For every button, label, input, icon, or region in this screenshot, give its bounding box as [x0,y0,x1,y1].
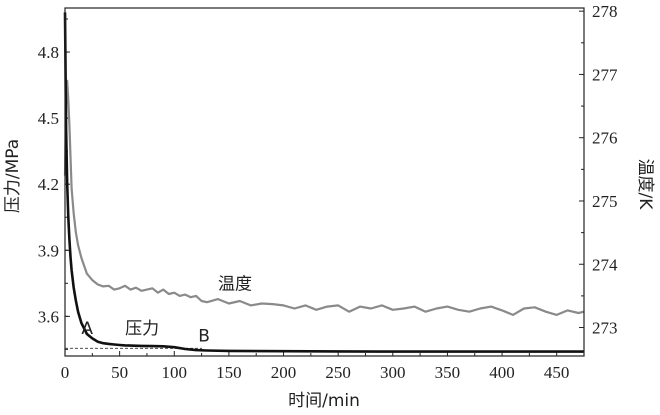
x-tick-label: 350 [435,363,461,382]
x-tick-label: 200 [271,363,297,382]
left-y-tick-label: 4.5 [38,109,59,128]
x-tick-label: 400 [489,363,515,382]
x-tick-label: 250 [325,363,351,382]
plot-border [64,7,585,357]
temperature-series-line [63,79,585,316]
right-y-tick-label: 273 [592,319,618,338]
annotation-a: A [81,319,93,339]
right-y-tick-label: 274 [592,255,618,274]
right-axis-title: 温度/K [635,159,655,211]
left-y-tick-label: 3.9 [38,241,59,260]
x-tick-label: 150 [216,363,242,382]
right-y-tick-label: 277 [592,65,618,84]
annotation-pressure: 压力 [125,319,159,339]
x-tick-label: 0 [61,363,70,382]
x-tick-label: 50 [111,363,128,382]
x-tick-label: 100 [162,363,188,382]
tick-labels-layer: 0 50 100 150 200 250 300 350 400 450 3.6 3.9 4.2 4.5 4… [38,2,618,382]
right-y-tick-label: 275 [592,192,618,211]
left-y-tick-label: 3.6 [38,307,59,326]
series-layer [63,12,585,353]
right-y-tick-label: 278 [592,2,618,21]
annotation-b: B [198,327,210,347]
left-axis-title: 压力/MPa [3,139,23,213]
x-tick-label: 450 [544,363,570,382]
left-y-tick-label: 4.8 [38,43,59,62]
tick-marks-layer [64,10,584,356]
left-y-tick-label: 4.2 [38,175,59,194]
annotation-temperature: 温度 [218,275,252,295]
x-tick-label: 300 [380,363,406,382]
pressure-series-line [63,12,584,353]
x-axis-title: 时间/min [288,391,360,411]
plot-frame [64,7,585,357]
right-y-tick-label: 276 [592,129,618,148]
